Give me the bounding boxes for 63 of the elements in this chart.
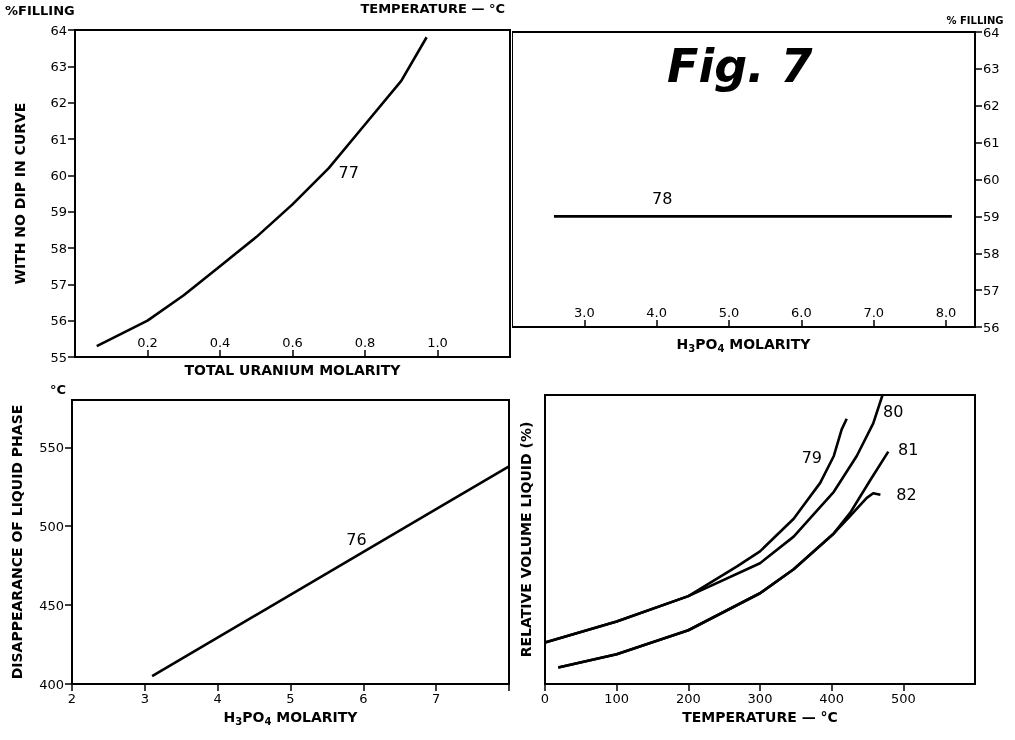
- text: °C: [50, 382, 67, 397]
- x-axis-title: TEMPERATURE — °C: [682, 708, 838, 725]
- x-tick-label: 5.0: [718, 305, 740, 320]
- x-tick-label: 0.4: [209, 335, 231, 350]
- x-tick-label: 100: [604, 691, 630, 706]
- y2-tick-label: 56: [983, 319, 1000, 335]
- x-tick-label: 6: [359, 691, 368, 706]
- x-tick-label: 6.0: [791, 305, 812, 320]
- x-tick-label: 3: [140, 691, 149, 706]
- y-tick-label: 500: [39, 518, 64, 534]
- y2-tick-label: 59: [983, 208, 1000, 224]
- y2-tick-label: 58: [983, 245, 1000, 261]
- y-axis-title: WITH NO DIP IN CURVE: [12, 102, 28, 285]
- x-tick-label: 400: [819, 691, 845, 706]
- y2-axis-title: % FILLING: [946, 15, 1004, 27]
- x-tick-label: 3.0: [574, 305, 595, 320]
- annotation: 77: [338, 162, 359, 182]
- x-tick-label: 8.0: [935, 305, 957, 320]
- annotation: 79: [801, 448, 822, 468]
- y-tick-label: 55: [50, 349, 67, 365]
- y2-tick-label: 57: [983, 282, 1000, 298]
- x-tick-label: 500: [890, 691, 916, 706]
- y-tick-label: 63: [50, 58, 67, 74]
- y-tick-label: 58: [50, 240, 67, 256]
- y-axis-title: RELATIVE VOLUME LIQUID (%): [518, 421, 534, 658]
- annotation: 78: [652, 188, 673, 208]
- text: %FILLING: [5, 3, 75, 18]
- y-tick-label: 60: [50, 167, 67, 183]
- x-tick-label: 4.0: [646, 305, 668, 320]
- y-tick-label: 62: [50, 95, 67, 111]
- x-tick-label: 0.6: [282, 335, 303, 350]
- x-tick-label: 1.0: [427, 335, 448, 350]
- y-tick-label: 57: [50, 276, 67, 292]
- annotation: 81: [898, 440, 919, 460]
- annotation: 82: [896, 485, 917, 505]
- x-tick-label: 200: [675, 691, 701, 706]
- y-tick-label: 450: [39, 597, 64, 613]
- x-tick-label: 7.0: [863, 305, 885, 320]
- y2-tick-label: 62: [983, 98, 1000, 114]
- chart-title: Fig. 7: [667, 39, 813, 93]
- y2-tick-label: 61: [983, 135, 1000, 151]
- x-tick-label: 0: [540, 691, 550, 706]
- x-tick-label: 0.2: [137, 335, 158, 350]
- y-tick-label: 64: [50, 22, 67, 38]
- y-tick-label: 400: [39, 676, 64, 692]
- annotation: 76: [346, 530, 367, 550]
- y2-tick-label: 63: [983, 61, 1000, 77]
- x-tick-label: 7: [432, 691, 441, 706]
- x-tick-label: 300: [747, 691, 773, 706]
- y2-tick-label: 64: [983, 24, 1000, 40]
- x-tick-label: 2: [67, 691, 77, 706]
- y-tick-label: 59: [50, 204, 67, 220]
- x-tick-label: 0.8: [354, 335, 376, 350]
- y-tick-label: 61: [50, 131, 67, 147]
- y-axis-title: DISAPPEARANCE OF LIQUID PHASE: [9, 404, 25, 680]
- annotation: 80: [883, 401, 904, 421]
- text: TEMPERATURE — °C: [360, 1, 505, 16]
- y-tick-label: 56: [50, 313, 67, 329]
- y2-tick-label: 60: [983, 172, 1000, 187]
- x-tick-label: 5: [286, 691, 295, 706]
- y-tick-label: 550: [39, 439, 64, 455]
- x-tick-label: 4: [213, 691, 222, 706]
- x-axis-title: TOTAL URANIUM MOLARITY: [184, 362, 402, 378]
